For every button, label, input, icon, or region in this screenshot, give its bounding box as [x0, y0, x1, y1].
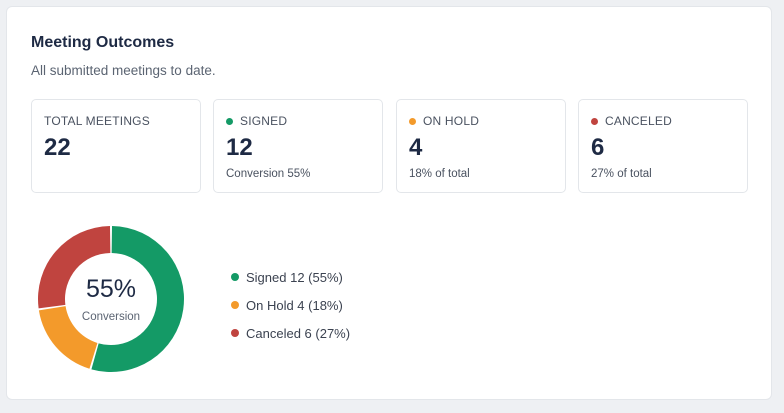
card-title: Meeting Outcomes — [31, 34, 175, 51]
stat-note: 18% of total — [409, 168, 470, 180]
signed-dot-icon — [226, 117, 233, 125]
canceled-dot-icon — [231, 329, 239, 337]
card-subtitle: All submitted meetings to date. — [31, 63, 216, 78]
stat-value: 12 — [226, 134, 253, 161]
donut-slice-canceled — [37, 226, 111, 309]
stat-value: 6 — [591, 134, 605, 161]
legend-label: Signed 12 (55%) — [246, 269, 343, 285]
stat-label: CANCELED — [605, 114, 672, 128]
stat-label: ON HOLD — [423, 114, 480, 128]
stat-on-hold: ON HOLD 4 18% of total — [396, 99, 566, 193]
stats-row: TOTAL MEETINGS 22 SIGNED 12 Conversion 5… — [31, 99, 749, 195]
stat-value: 22 — [44, 134, 71, 161]
legend-item-on-hold: On Hold 4 (18%) — [231, 291, 350, 319]
legend-label: On Hold 4 (18%) — [246, 297, 343, 313]
stat-total-meetings: TOTAL MEETINGS 22 — [31, 99, 201, 193]
signed-dot-icon — [231, 273, 239, 281]
legend-item-canceled: Canceled 6 (27%) — [231, 319, 350, 347]
legend-label: Canceled 6 (27%) — [246, 325, 351, 341]
donut-svg — [37, 226, 184, 372]
donut-slice-on-hold — [38, 306, 98, 369]
meeting-outcomes-card: Meeting Outcomes All submitted meetings … — [6, 6, 772, 400]
on-hold-dot-icon — [409, 117, 416, 125]
stat-label: SIGNED — [240, 114, 288, 128]
donut-center: 55% Conversion — [37, 225, 185, 373]
stat-note: 27% of total — [591, 168, 652, 180]
donut-slice-signed — [91, 226, 184, 372]
outcomes-donut-chart: 55% Conversion — [37, 225, 185, 373]
stat-canceled: CANCELED 6 27% of total — [578, 99, 748, 193]
stat-signed: SIGNED 12 Conversion 55% — [213, 99, 383, 193]
stat-value: 4 — [409, 134, 423, 161]
donut-center-value: 55% — [85, 275, 137, 303]
chart-legend: Signed 12 (55%) On Hold 4 (18%) Canceled… — [231, 263, 350, 347]
donut-center-caption: Conversion — [81, 311, 141, 323]
canceled-dot-icon — [591, 117, 598, 125]
stat-note: Conversion 55% — [226, 168, 311, 180]
on-hold-dot-icon — [231, 301, 239, 309]
stat-label: TOTAL MEETINGS — [44, 114, 150, 128]
legend-item-signed: Signed 12 (55%) — [231, 263, 350, 291]
